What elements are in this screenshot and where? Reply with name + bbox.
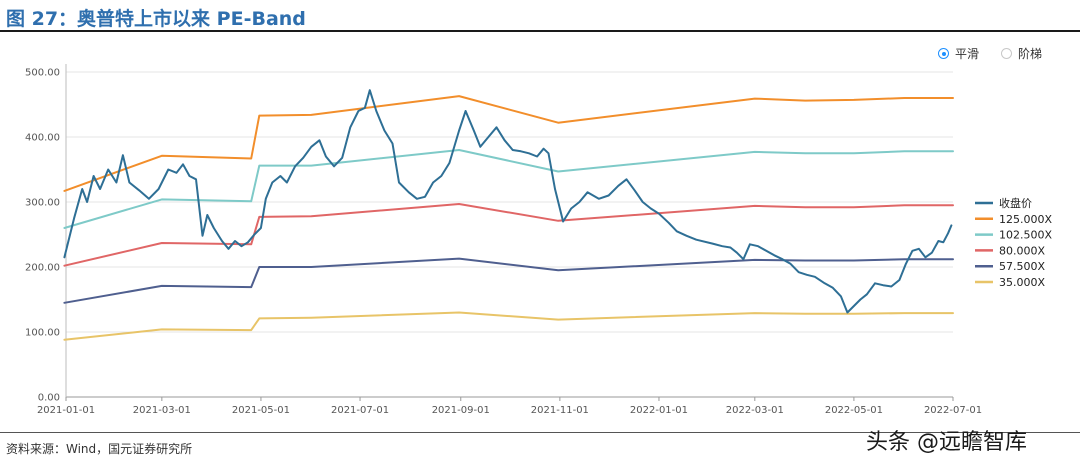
bottom-rule [0,432,1080,433]
legend-label: 102.500X [999,229,1052,242]
x-tick-label: 2022-01-01 [630,405,688,416]
legend-label: 35.000X [999,276,1045,289]
grid-lines [66,71,953,333]
series-line [63,203,954,267]
x-tick-label: 2021-01-01 [37,405,95,416]
legend-label: 80.000X [999,244,1045,257]
step-radio-label: 阶梯 [1018,47,1043,61]
source-note: 资料来源：Wind，国元证券研究所 [6,442,193,456]
axes [65,64,954,401]
series-line [63,149,954,229]
legend: 收盘价 125.000X 102.500X 80.000X 57.500X 35.000X [975,196,1052,289]
smooth-radio-icon[interactable] [938,48,949,59]
legend-label: 收盘价 [999,196,1032,210]
x-tick-label: 2021-11-01 [531,405,589,416]
series-line [63,95,954,192]
y-tick-labels: 0.00 100.00 200.00 300.00 400.00 500.00 [25,68,60,404]
series-line [63,311,954,341]
x-tick-label: 2021-09-01 [432,405,490,416]
x-tick-label: 2021-07-01 [331,405,389,416]
x-tick-label: 2021-03-01 [133,405,191,416]
y-tick-label: 200.00 [25,263,60,274]
y-tick-label: 400.00 [25,133,60,144]
y-tick-label: 300.00 [25,198,60,209]
step-radio-icon[interactable] [1001,48,1013,59]
series-line [63,257,954,304]
legend-label: 125.000X [999,213,1052,226]
series-lines [63,89,954,341]
x-tick-label: 2022-03-01 [726,405,784,416]
x-tick-label: 2022-05-01 [825,405,883,416]
smooth-radio-label: 平滑 [955,47,980,61]
y-tick-label: 0.00 [38,393,60,404]
y-tick-label: 100.00 [25,328,60,339]
smooth-radio[interactable]: 平滑 [938,45,979,62]
figure-title: 图 27：奥普特上市以来 PE-Band [6,8,306,30]
x-tick-label: 2021-05-01 [232,405,290,416]
x-tick-labels: 2021-01-01 2021-03-01 2021-05-01 2021-07-01… [37,405,982,416]
legend-label: 57.500X [999,260,1045,273]
step-radio[interactable]: 阶梯 [1001,45,1042,62]
series-line [63,89,953,314]
x-tick-label: 2022-07-01 [924,405,982,416]
top-rule [0,30,1080,32]
y-tick-label: 500.00 [25,68,60,79]
watermark-text: 头条 @远瞻智库 [866,430,1027,455]
mode-toggle: 平滑 阶梯 [938,45,1042,62]
